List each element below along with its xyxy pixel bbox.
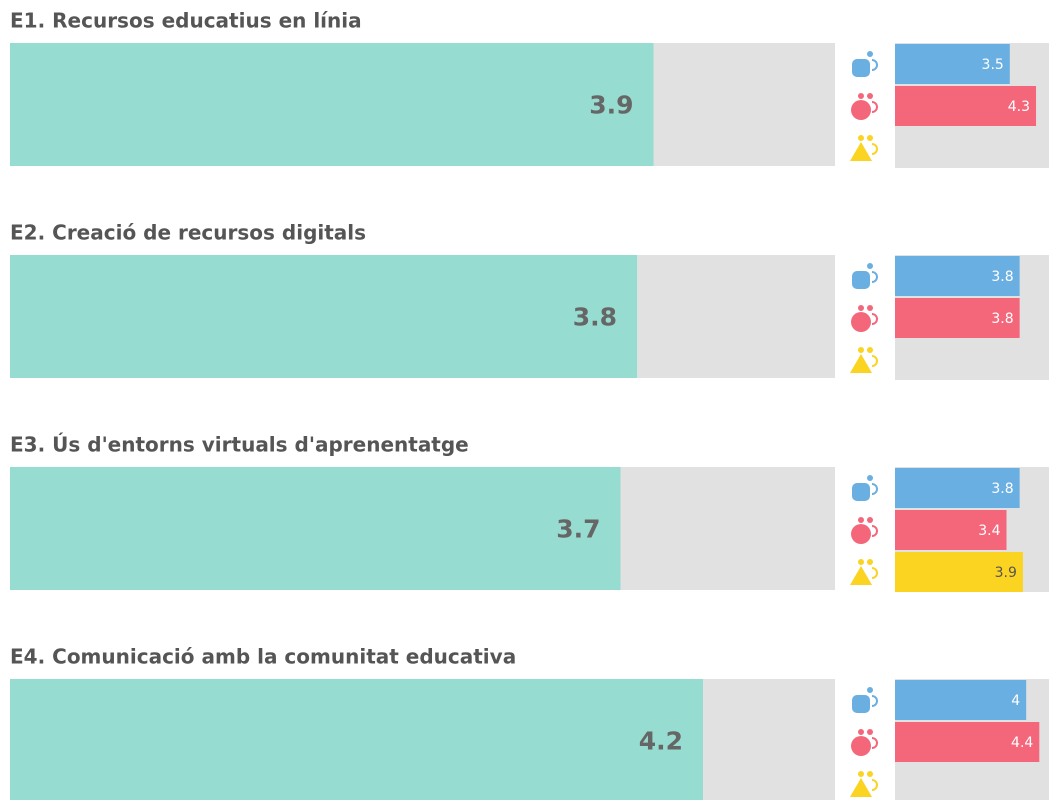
icon-arc: [871, 355, 878, 367]
icon-arc: [871, 313, 878, 325]
icon-arc: [871, 525, 878, 537]
bar: [10, 43, 654, 166]
group-bar: [895, 552, 1023, 592]
icon-head: [867, 135, 873, 141]
group-value-label: 3.4: [978, 523, 1000, 539]
icon-arc: [871, 59, 878, 71]
icon-arc: [871, 737, 878, 749]
icon-body: [852, 59, 870, 77]
icon-head: [867, 771, 873, 777]
icon-head: [858, 305, 864, 311]
group-bar: [895, 44, 1010, 84]
group-value-label: 3.5: [982, 57, 1004, 73]
group-bar: [895, 722, 1040, 762]
group-bar: [895, 510, 1007, 550]
icon-head: [858, 93, 864, 99]
group-value-label: 3.8: [991, 269, 1013, 285]
icon-head: [858, 771, 864, 777]
icon-body: [852, 483, 870, 501]
icon-body: [851, 312, 871, 332]
icon-arc: [871, 779, 878, 791]
icon-head: [867, 729, 873, 735]
icon-head: [867, 51, 873, 57]
icon-arc: [871, 101, 878, 113]
icon-head: [867, 305, 873, 311]
group-bar: [895, 256, 1020, 296]
group-value-label: 4.4: [1011, 735, 1033, 751]
icon-head: [858, 559, 864, 565]
icon-body: [851, 524, 871, 544]
icon-head: [867, 559, 873, 565]
icon-arc: [871, 483, 878, 495]
icon-head: [867, 475, 873, 481]
group-value-label: 3.9: [995, 565, 1017, 581]
group-bar: [895, 680, 1027, 720]
icon-arc: [871, 271, 878, 283]
icon-head: [867, 263, 873, 269]
bar: [10, 467, 621, 590]
group-value-label: 3.8: [991, 311, 1013, 327]
icon-arc: [871, 695, 878, 707]
icon-body: [851, 100, 871, 120]
icon-head: [867, 687, 873, 693]
group-bar: [895, 468, 1020, 508]
panel-title: E2. Creació de recursos digitals: [10, 221, 366, 245]
bar: [10, 255, 637, 378]
icon-head: [858, 729, 864, 735]
group-value-label: 3.8: [991, 481, 1013, 497]
bar-value-label: 3.7: [556, 515, 600, 544]
icon-body: [850, 778, 872, 797]
bar-value-label: 3.8: [573, 303, 617, 332]
icon-head: [867, 93, 873, 99]
icon-head: [867, 347, 873, 353]
bar: [10, 679, 703, 800]
group-value-label: 4: [1011, 693, 1020, 709]
panel-title: E4. Comunicació amb la comunitat educati…: [10, 645, 516, 669]
bar-value-label: 4.2: [639, 727, 683, 756]
icon-head: [858, 347, 864, 353]
icon-body: [850, 566, 872, 585]
bar-value-label: 3.9: [589, 91, 633, 120]
icon-body: [851, 736, 871, 756]
icon-arc: [871, 567, 878, 579]
group-bar: [895, 86, 1037, 126]
panel-title: E1. Recursos educatius en línia: [10, 9, 362, 33]
icon-head: [858, 517, 864, 523]
icon-body: [852, 271, 870, 289]
group-value-label: 4.3: [1008, 99, 1030, 115]
icon-head: [867, 517, 873, 523]
panel-title: E3. Ús d'entorns virtuals d'aprenentatge: [10, 433, 469, 457]
icon-body: [852, 695, 870, 713]
group-bar: [895, 298, 1020, 338]
icon-body: [850, 354, 872, 373]
icon-arc: [871, 143, 878, 155]
icon-head: [858, 135, 864, 141]
icon-body: [850, 142, 872, 161]
